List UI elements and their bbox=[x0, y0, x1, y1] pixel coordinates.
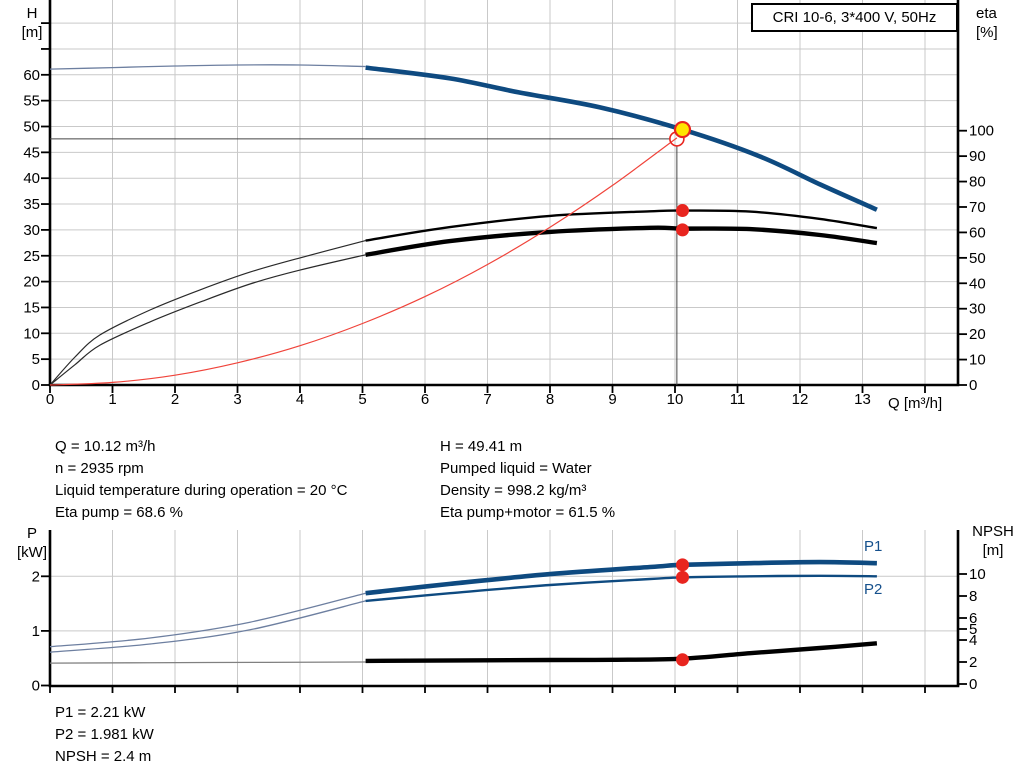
right-axis-tick-label: 40 bbox=[969, 275, 986, 292]
right-axis-tick-label: 50 bbox=[969, 250, 986, 267]
info-speed: n = 2935 rpm bbox=[55, 460, 144, 477]
info-pumped-liquid: Pumped liquid = Water bbox=[440, 460, 592, 477]
p1-curve bbox=[365, 559, 877, 596]
npsh-curve bbox=[365, 641, 878, 664]
x-axis-tick-label: 4 bbox=[296, 391, 304, 408]
left-axis-tick-label: 10 bbox=[23, 325, 40, 342]
pump-title-box: CRI 10-6, 3*400 V, 50Hz bbox=[751, 3, 958, 32]
left-axis-tick-label: 2 bbox=[32, 568, 40, 585]
right-axis-tick-label: 30 bbox=[969, 301, 986, 318]
p2-curve bbox=[365, 574, 877, 603]
eta-axis-unit: eta [%] bbox=[976, 4, 998, 42]
x-axis-tick-label: 3 bbox=[233, 391, 241, 408]
eta-pump-operating-point bbox=[676, 204, 689, 218]
left-axis-tick-label: 1 bbox=[32, 623, 40, 640]
x-axis-tick-label: 10 bbox=[667, 391, 684, 408]
right-axis-tick-label: 60 bbox=[969, 224, 986, 241]
x-axis-tick-label: 5 bbox=[358, 391, 366, 408]
left-axis-tick-label: 15 bbox=[23, 299, 40, 316]
left-axis-tick-label: 35 bbox=[23, 196, 40, 213]
info-flow: Q = 10.12 m³/h bbox=[55, 438, 156, 455]
info-eta-pump-motor: Eta pump+motor = 61.5 % bbox=[440, 504, 616, 521]
x-axis-tick-label: 7 bbox=[483, 391, 491, 408]
h-axis-unit-symbol: H bbox=[26, 5, 38, 22]
p2-low-flow bbox=[49, 600, 366, 653]
eta-pump-curve bbox=[365, 209, 878, 242]
x-axis-tick-label: 11 bbox=[730, 391, 746, 408]
left-axis-tick-label: 25 bbox=[23, 248, 40, 265]
left-axis-tick-label: 0 bbox=[32, 377, 40, 394]
right-axis-tick-label: 90 bbox=[969, 148, 986, 165]
eta-pump-low-flow bbox=[49, 240, 366, 386]
p1-operating-point bbox=[676, 558, 689, 572]
result-block: P1 = 2.21 kW P2 = 1.981 kW NPSH = 2.4 m bbox=[55, 702, 154, 768]
info-column-right: H = 49.41 m Pumped liquid = Water Densit… bbox=[440, 436, 615, 524]
h-axis-unit-bracket: [m] bbox=[21, 24, 43, 41]
left-axis-tick-label: 60 bbox=[23, 67, 40, 84]
p1-curve-label: P1 bbox=[864, 538, 883, 555]
x-axis-tick-label: 0 bbox=[46, 391, 54, 408]
x-axis-tick-label: 12 bbox=[792, 391, 809, 408]
right-axis-tick-label: 10 bbox=[969, 566, 986, 583]
info-liquid-temperature: Liquid temperature during operation = 20… bbox=[55, 482, 348, 499]
x-axis-tick-label: 2 bbox=[171, 391, 179, 408]
x-axis-tick-label: 6 bbox=[421, 391, 429, 408]
left-axis-tick-label: 40 bbox=[23, 170, 40, 187]
qh-curve-low-flow bbox=[49, 64, 366, 70]
p-axis-unit-bracket: [kW] bbox=[17, 544, 47, 561]
right-axis-tick-label: 0 bbox=[969, 377, 977, 394]
left-axis-tick-label: 45 bbox=[23, 144, 40, 161]
system-curve bbox=[49, 137, 678, 386]
result-npsh: NPSH = 2.4 m bbox=[55, 748, 152, 765]
right-axis-tick-label: 100 bbox=[969, 123, 994, 140]
right-axis-tick-label: 6 bbox=[969, 610, 977, 627]
left-axis-tick-label: 30 bbox=[23, 222, 40, 239]
left-axis-tick-label: 20 bbox=[23, 274, 40, 291]
right-axis-tick-label: 20 bbox=[969, 326, 986, 343]
x-axis-tick-label: 1 bbox=[108, 391, 116, 408]
eta-axis-unit-bracket: [%] bbox=[976, 24, 998, 41]
npsh-axis-unit-bracket: [m] bbox=[982, 542, 1004, 559]
eta-pump-motor-curve bbox=[365, 225, 878, 257]
h-axis-unit: H [m] bbox=[8, 4, 56, 42]
npsh-axis-unit: NPSH [m] bbox=[964, 522, 1022, 560]
eta-axis-unit-symbol: eta bbox=[976, 5, 997, 22]
eta-pump-motor-operating-point bbox=[676, 223, 689, 237]
info-head: H = 49.41 m bbox=[440, 438, 523, 455]
q-axis-label: Q [m³/h] bbox=[888, 395, 943, 412]
p-axis-unit-symbol: P bbox=[26, 525, 37, 542]
right-axis-tick-label: 80 bbox=[969, 174, 986, 191]
npsh-operating-point bbox=[676, 653, 689, 667]
right-axis-tick-label: 0 bbox=[969, 676, 977, 693]
qh-curve bbox=[365, 65, 878, 212]
right-axis-tick-label: 10 bbox=[969, 352, 986, 369]
left-axis-tick-label: 50 bbox=[23, 119, 40, 136]
x-axis-tick-label: 13 bbox=[854, 391, 871, 408]
npsh-low-flow bbox=[49, 661, 366, 664]
result-p1: P1 = 2.21 kW bbox=[55, 704, 146, 721]
p1-low-flow bbox=[49, 592, 366, 648]
npsh-axis-unit-symbol: NPSH bbox=[972, 523, 1014, 540]
info-density: Density = 998.2 kg/m³ bbox=[440, 482, 587, 499]
left-axis-tick-label: 0 bbox=[32, 678, 40, 695]
x-axis-tick-label: 9 bbox=[608, 391, 616, 408]
info-eta-pump: Eta pump = 68.6 % bbox=[55, 504, 183, 521]
right-axis-tick-label: 70 bbox=[969, 199, 986, 216]
right-axis-tick-label: 4 bbox=[969, 632, 977, 649]
p-axis-unit: P [kW] bbox=[8, 524, 56, 562]
left-axis-tick-label: 5 bbox=[32, 351, 40, 368]
p2-curve-label: P2 bbox=[864, 581, 883, 598]
eta-pump-motor-low-flow bbox=[49, 254, 366, 386]
right-axis-tick-label: 5 bbox=[969, 621, 977, 638]
result-p2: P2 = 1.981 kW bbox=[55, 726, 154, 743]
p2-operating-point bbox=[676, 570, 689, 584]
left-axis-tick-label: 55 bbox=[23, 93, 40, 110]
duty-point bbox=[673, 120, 692, 139]
info-column-left: Q = 10.12 m³/h n = 2935 rpm Liquid tempe… bbox=[55, 436, 347, 524]
right-axis-tick-label: 8 bbox=[969, 588, 977, 605]
right-axis-tick-label: 2 bbox=[969, 654, 977, 671]
x-axis-tick-label: 8 bbox=[546, 391, 554, 408]
